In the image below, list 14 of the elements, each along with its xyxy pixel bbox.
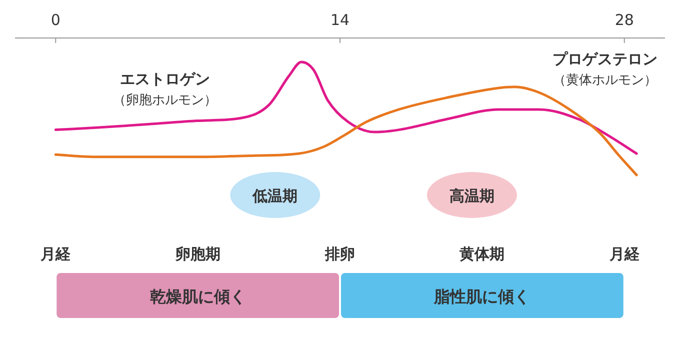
series-label: エストロゲン（卵胞ホルモン） <box>113 70 217 108</box>
text: 黄体期 <box>458 245 505 263</box>
text: 低温期 <box>252 187 298 205</box>
text: 高温期 <box>449 187 494 205</box>
text: 乾燥肌に傾く <box>150 287 246 306</box>
text: 排卵 <box>324 245 355 263</box>
text: 卵胞期 <box>174 245 220 263</box>
x-tick-label: 0 <box>50 11 60 29</box>
text: 月経 <box>608 245 640 263</box>
text: 脂性肌に傾く <box>433 287 530 306</box>
x-tick-label: 14 <box>330 11 350 29</box>
series-label: プロゲステロン（黄体ホルモン） <box>552 50 658 88</box>
x-tick-label: 28 <box>614 11 634 29</box>
text: 月経 <box>40 245 72 263</box>
